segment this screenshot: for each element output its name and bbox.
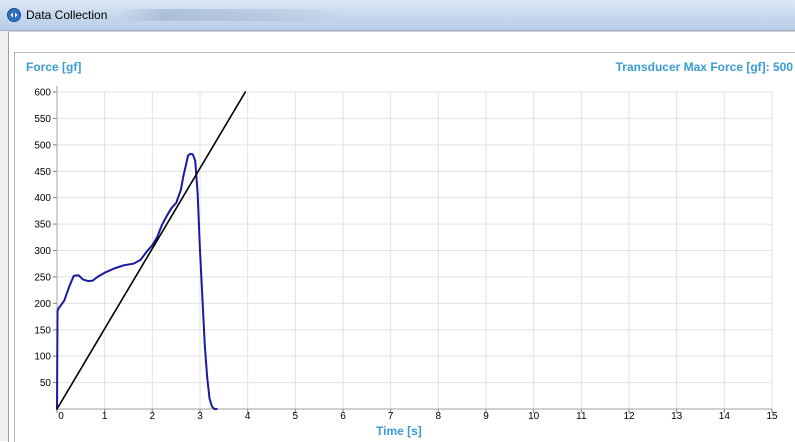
grid-layer — [57, 91, 773, 409]
title-bar[interactable]: Data Collection — [0, 0, 795, 31]
x-tick-label: 2 — [150, 411, 156, 422]
app-icon — [7, 8, 21, 22]
x-tick-label: 12 — [623, 411, 635, 422]
force-series-line — [56, 152, 218, 410]
y-tick-label: 250 — [34, 272, 51, 283]
axis-layer — [53, 86, 773, 413]
x-tick-label: 7 — [388, 411, 394, 422]
x-tick-label: 14 — [719, 411, 731, 422]
x-tick-label: 5 — [293, 411, 299, 422]
y-tick-label: 100 — [34, 352, 51, 363]
transducer-max-force-label: Transducer Max Force [gf]: 500 — [615, 60, 793, 74]
window-title: Data Collection — [26, 8, 108, 22]
y-tick-label: 50 — [40, 378, 52, 389]
x-tick-label: 15 — [766, 411, 778, 422]
x-tick-label: 8 — [436, 411, 442, 422]
x-tick-label: 11 — [576, 411, 587, 422]
x-tick-label: 1 — [102, 411, 108, 422]
y-tick-label: 400 — [34, 193, 51, 204]
x-tick-label: 9 — [483, 411, 489, 422]
y-tick-label: 150 — [34, 325, 51, 336]
x-tick-label: 13 — [671, 411, 683, 422]
y-tick-label: 550 — [34, 114, 51, 125]
y-tick-label: 500 — [34, 140, 51, 151]
y-tick-label: 300 — [34, 246, 51, 257]
reference-line — [56, 91, 247, 410]
x-tick-labels: 0 1 2 3 4 5 6 7 8 9 10 11 12 13 14 15 — [58, 411, 778, 422]
y-axis-title: Force [gf] — [26, 60, 82, 74]
x-tick-label: 10 — [528, 411, 540, 422]
y-tick-label: 350 — [34, 220, 51, 231]
x-tick-label: 0 — [58, 411, 64, 422]
y-tick-label: 450 — [34, 167, 51, 178]
x-tick-label: 4 — [245, 411, 251, 422]
series-layer — [56, 91, 247, 410]
y-tick-label: 600 — [34, 88, 51, 99]
x-axis-title: Time [s] — [376, 424, 422, 438]
y-tick-label: 200 — [34, 299, 51, 310]
x-tick-label: 3 — [197, 411, 203, 422]
y-tick-labels: 50 100 150 200 250 300 350 400 450 500 550 600 — [34, 88, 51, 390]
x-tick-label: 6 — [340, 411, 346, 422]
title-bar-blurred-region — [118, 9, 348, 21]
chart-panel — [14, 52, 795, 442]
